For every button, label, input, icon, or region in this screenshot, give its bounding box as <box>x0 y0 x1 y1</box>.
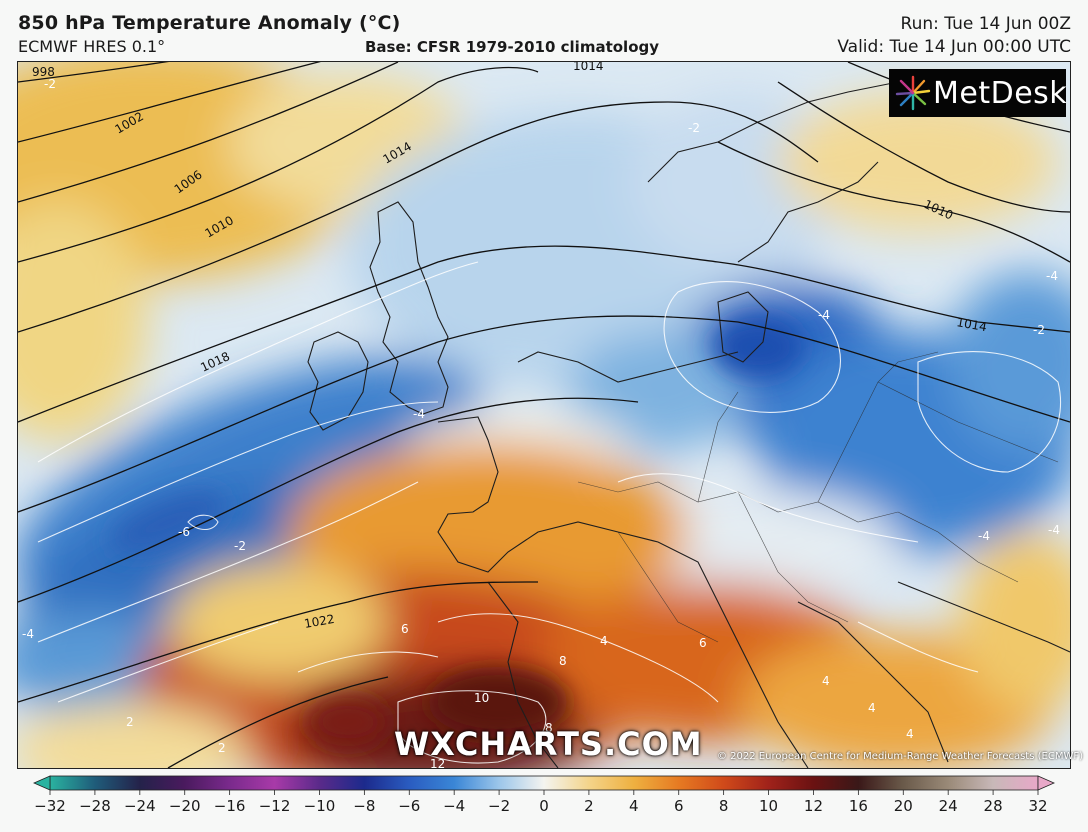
isobar-label: 1022 <box>303 612 336 631</box>
colorbar-tick-label: −8 <box>353 797 375 815</box>
metdesk-logo-text: MetDesk <box>933 76 1068 111</box>
colorbar: −32 −28 −24 −20 −16 −12 −10 −8 −6 −4 −2 0 2 4 6 8 10 12 16… <box>33 775 1055 815</box>
anomaly-label: 10 <box>474 691 489 705</box>
climatology-base-label: Base: CFSR 1979-2010 climatology <box>365 38 660 56</box>
colorbar-tick-label: 16 <box>849 797 868 815</box>
anomaly-label: -4 <box>1048 523 1060 537</box>
anomaly-label: -4 <box>978 529 990 543</box>
colorbar-swatches <box>33 775 1055 791</box>
colorbar-ticks: −32 −28 −24 −20 −16 −12 −10 −8 −6 −4 −2 0 2 4 6 8 10 12 16… <box>34 790 1048 815</box>
colorbar-max-arrow <box>1037 775 1055 791</box>
colorbar-tick-label: −16 <box>214 797 246 815</box>
colorbar-tick-label: 32 <box>1028 797 1047 815</box>
map-canvas: 998 1002 1006 1010 1014 1014 1018 1022 1… <box>18 62 1070 768</box>
colorbar-tick-label: −10 <box>304 797 336 815</box>
colorbar-tick-label: 2 <box>584 797 594 815</box>
colorbar-tick-label: 6 <box>674 797 684 815</box>
isobar-label: 1014 <box>955 315 988 334</box>
colorbar-tick-label: −24 <box>124 797 156 815</box>
anomaly-label: 4 <box>868 701 876 715</box>
colorbar-gradient <box>49 775 1039 791</box>
anomaly-label: -4 <box>818 308 830 322</box>
colorbar-min-arrow <box>33 775 51 791</box>
anomaly-label: -4 <box>1046 269 1058 283</box>
colorbar-tick-label: 20 <box>894 797 913 815</box>
colorbar-tick-label: −32 <box>34 797 66 815</box>
anomaly-label: 8 <box>545 721 553 735</box>
anomaly-label: -2 <box>234 539 246 553</box>
colorbar-tick-label: 0 <box>539 797 549 815</box>
anomaly-label: -2 <box>1033 323 1045 337</box>
anomaly-label: 4 <box>600 634 608 648</box>
anomaly-label: -4 <box>413 407 425 421</box>
anomaly-label: -2 <box>688 121 700 135</box>
anomaly-label: 4 <box>906 727 914 741</box>
colorbar-tick-label: 4 <box>629 797 639 815</box>
anomaly-label: 2 <box>126 715 134 729</box>
metdesk-logo-icon <box>895 75 931 111</box>
colorbar-tick-label: −4 <box>443 797 465 815</box>
chart-title: 850 hPa Temperature Anomaly (°C) <box>18 12 401 34</box>
run-time-label: Run: Tue 14 Jun 00Z <box>900 14 1071 34</box>
colorbar-tick-label: 8 <box>719 797 729 815</box>
anomaly-label: 2 <box>218 741 226 755</box>
isobar-label: 1014 <box>573 62 604 73</box>
anomaly-label: 6 <box>401 622 409 636</box>
anomaly-map[interactable]: 998 1002 1006 1010 1014 1014 1018 1022 1… <box>17 61 1071 769</box>
model-label: ECMWF HRES 0.1° <box>18 37 166 56</box>
colorbar-tick-label: 10 <box>759 797 778 815</box>
anomaly-label: 12 <box>430 757 445 768</box>
ecmwf-copyright: © 2022 European Centre for Medium-Range … <box>717 751 1083 762</box>
colorbar-tick-label: −20 <box>169 797 201 815</box>
wxcharts-watermark: WXCHARTS.COM <box>394 725 703 763</box>
metdesk-logo: MetDesk <box>889 69 1068 117</box>
colorbar-tick-label: −28 <box>79 797 111 815</box>
colorbar-tick-label: 24 <box>939 797 958 815</box>
anomaly-label: -2 <box>44 77 56 91</box>
anomaly-label-group: -2 -2 -4 -4 -6 -2 -4 -4 -2 -4 4 6 8 10 8… <box>22 77 1060 768</box>
anomaly-contours <box>37 261 1062 764</box>
anomaly-label: 6 <box>699 636 707 650</box>
colorbar-tick-label: −2 <box>488 797 510 815</box>
coastlines <box>307 81 1070 768</box>
borders <box>577 351 1059 643</box>
anomaly-label: -4 <box>22 627 34 641</box>
colorbar-tick-label: −6 <box>398 797 420 815</box>
anomaly-label: 4 <box>822 674 830 688</box>
valid-time-label: Valid: Tue 14 Jun 00:00 UTC <box>837 37 1071 57</box>
anomaly-label: 8 <box>559 654 567 668</box>
anomaly-label: -6 <box>178 525 190 539</box>
colorbar-tick-label: −12 <box>259 797 291 815</box>
colorbar-tick-label: 12 <box>804 797 823 815</box>
colorbar-tick-label: 28 <box>984 797 1003 815</box>
isobar-label: 998 <box>32 65 55 79</box>
